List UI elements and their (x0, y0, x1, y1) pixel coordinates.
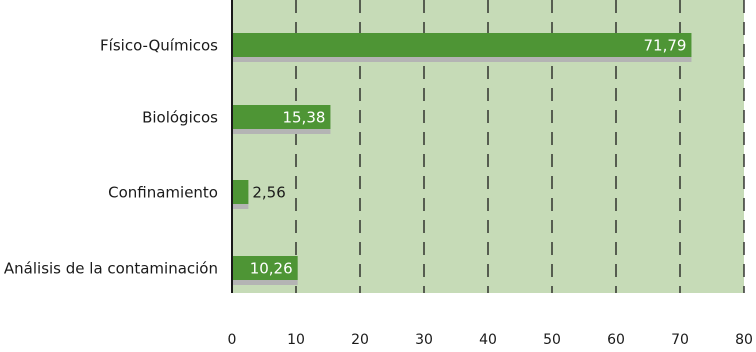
data-label-fisico-quimicos: 71,79 (644, 37, 687, 55)
x-tick-label-70: 70 (671, 332, 689, 348)
x-tick-label-60: 60 (607, 332, 625, 348)
category-label-biologicos: Biológicos (142, 109, 218, 127)
x-tick-label-50: 50 (543, 332, 561, 348)
category-labels: Físico-Químicos Biológicos Confinamiento An… (4, 37, 218, 278)
x-tick-label-20: 20 (351, 332, 369, 348)
bar-biologicos (232, 105, 331, 129)
bars: 71,79 15,38 2,56 10,26 (232, 33, 692, 285)
bar-fisico-quimicos (232, 33, 692, 57)
category-label-fisico-quimicos: Físico-Químicos (100, 37, 218, 55)
data-label-confinamiento: 2,56 (252, 184, 285, 202)
x-tick-label-30: 30 (415, 332, 433, 348)
data-label-biologicos: 15,38 (282, 109, 325, 127)
bar-analisis-de-la-contaminacion (232, 256, 298, 280)
x-axis-ticks: 0 10 20 30 40 50 60 70 80 (228, 332, 753, 348)
x-tick-label-80: 80 (735, 332, 753, 348)
data-label-analisis-de-la-contaminacion: 10,26 (250, 260, 293, 278)
x-tick-label-10: 10 (287, 332, 305, 348)
x-tick-label-0: 0 (228, 332, 237, 348)
bar-confinamiento (232, 180, 249, 204)
category-label-analisis-de-la-contaminacion: Análisis de la contaminación (4, 260, 218, 278)
x-tick-label-40: 40 (479, 332, 497, 348)
category-label-confinamiento: Confinamiento (108, 184, 218, 202)
